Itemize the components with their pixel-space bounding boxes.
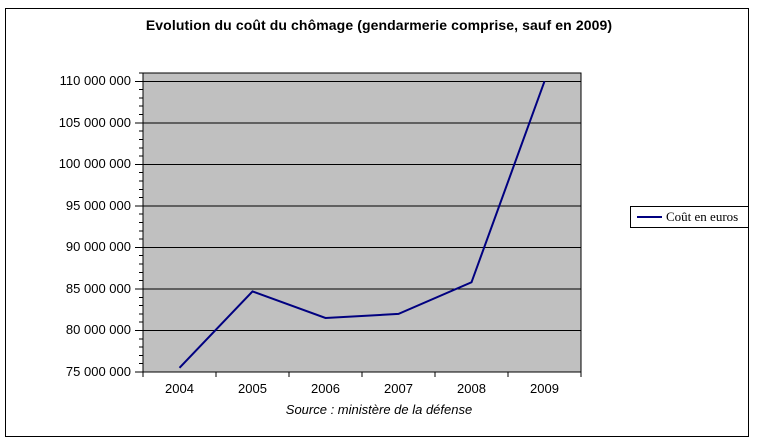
x-tick-label: 2007 bbox=[384, 381, 413, 396]
legend-line-sample bbox=[637, 216, 662, 218]
y-tick-label: 110 000 000 bbox=[59, 73, 131, 89]
plot-border bbox=[142, 72, 582, 373]
x-tick-label: 2005 bbox=[238, 381, 267, 396]
x-tick-label: 2006 bbox=[311, 381, 340, 396]
y-tick-label: 105 000 000 bbox=[58, 114, 131, 130]
x-tick-label: 2008 bbox=[457, 381, 486, 396]
x-tick-label: 2009 bbox=[530, 381, 559, 396]
legend-label: Coût en euros bbox=[666, 209, 739, 224]
source-note: Source : ministère de la défense bbox=[285, 402, 473, 417]
y-tick-label: 80 000 000 bbox=[65, 322, 131, 338]
y-tick-label: 75 000 000 bbox=[65, 364, 131, 379]
y-tick-label: 85 000 000 bbox=[65, 280, 131, 296]
plot-area bbox=[143, 73, 581, 372]
y-tick-label: 95 000 000 bbox=[65, 197, 131, 213]
chart-title: Evolution du coût du chômage (gendarmeri… bbox=[145, 17, 613, 33]
x-tick-label: 2004 bbox=[165, 381, 194, 396]
legend: Coût en euros bbox=[630, 206, 749, 228]
series-line bbox=[178, 80, 546, 369]
y-tick-label: 100 000 000 bbox=[58, 156, 131, 172]
y-tick-label: 90 000 000 bbox=[65, 239, 131, 255]
